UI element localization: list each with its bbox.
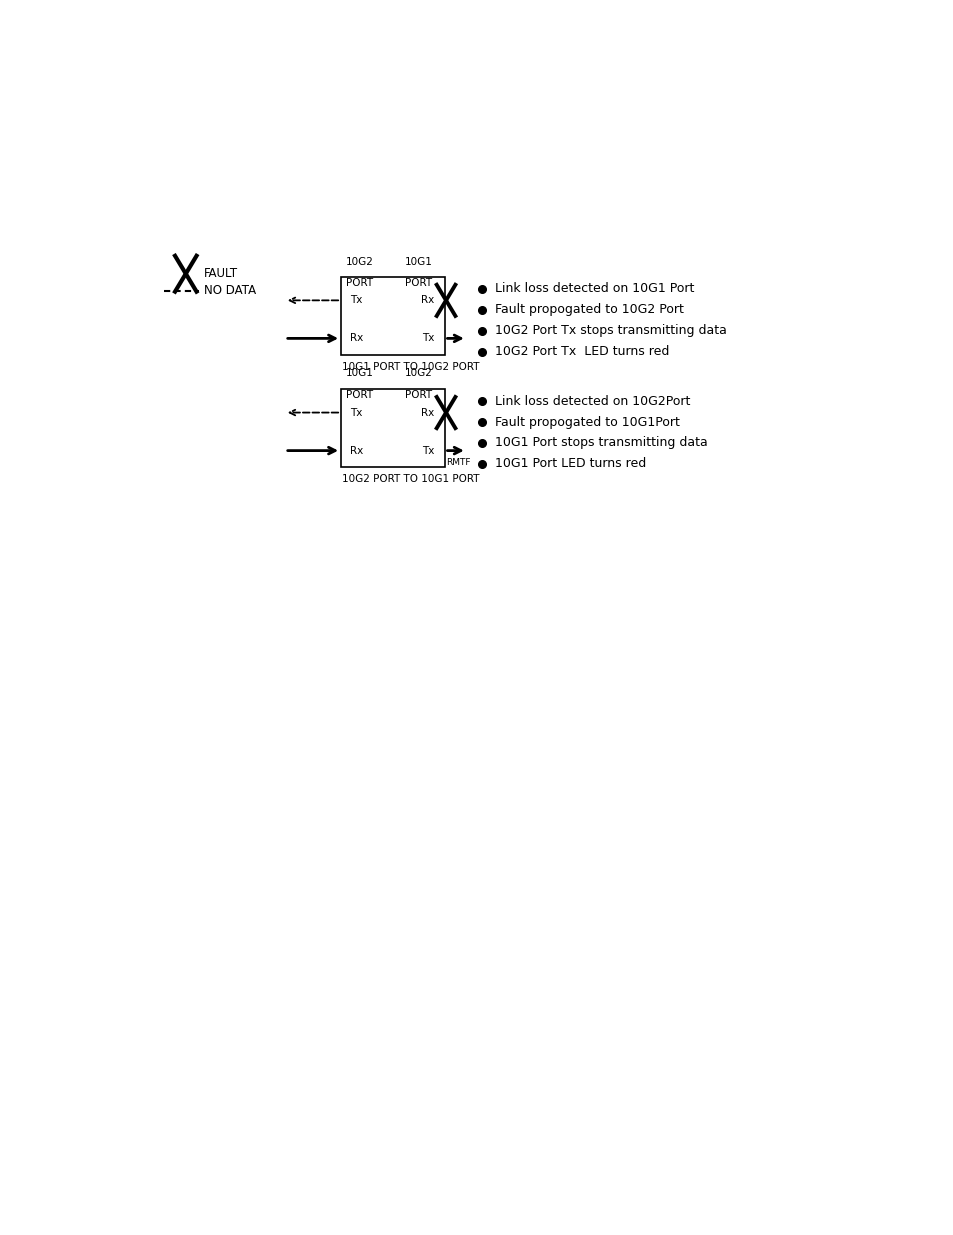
Text: 10G1 Port stops transmitting data: 10G1 Port stops transmitting data xyxy=(495,436,707,450)
Text: 10G2: 10G2 xyxy=(345,257,373,267)
Text: PORT: PORT xyxy=(405,278,432,289)
Text: Tx: Tx xyxy=(350,295,362,305)
Text: Fault propogated to 10G2 Port: Fault propogated to 10G2 Port xyxy=(495,304,683,316)
Text: Rx: Rx xyxy=(420,295,434,305)
Text: PORT: PORT xyxy=(405,390,432,400)
Text: Link loss detected on 10G2Port: Link loss detected on 10G2Port xyxy=(495,395,689,408)
Text: 10G2 Port Tx  LED turns red: 10G2 Port Tx LED turns red xyxy=(495,346,668,358)
Text: Tx: Tx xyxy=(350,408,362,417)
Text: NO DATA: NO DATA xyxy=(204,284,256,298)
Text: 10G1 PORT TO 10G2 PORT: 10G1 PORT TO 10G2 PORT xyxy=(341,362,478,372)
Text: RMTF: RMTF xyxy=(446,458,470,467)
Text: PORT: PORT xyxy=(346,278,373,289)
Text: PORT: PORT xyxy=(346,390,373,400)
Text: 10G2: 10G2 xyxy=(404,368,432,378)
Text: Tx: Tx xyxy=(421,446,434,456)
Text: Rx: Rx xyxy=(350,333,363,343)
Text: Link loss detected on 10G1 Port: Link loss detected on 10G1 Port xyxy=(495,283,694,295)
Text: 10G1: 10G1 xyxy=(345,368,373,378)
Bar xyxy=(341,389,444,467)
Text: Rx: Rx xyxy=(420,408,434,417)
Text: 10G1 Port LED turns red: 10G1 Port LED turns red xyxy=(495,457,645,471)
Text: 10G2 PORT TO 10G1 PORT: 10G2 PORT TO 10G1 PORT xyxy=(341,474,478,484)
Bar xyxy=(341,277,444,354)
Text: Tx: Tx xyxy=(421,333,434,343)
Text: Rx: Rx xyxy=(350,446,363,456)
Text: 10G2 Port Tx stops transmitting data: 10G2 Port Tx stops transmitting data xyxy=(495,325,726,337)
Text: Fault propogated to 10G1Port: Fault propogated to 10G1Port xyxy=(495,415,679,429)
Text: FAULT: FAULT xyxy=(204,267,238,280)
Text: 10G1: 10G1 xyxy=(404,257,432,267)
